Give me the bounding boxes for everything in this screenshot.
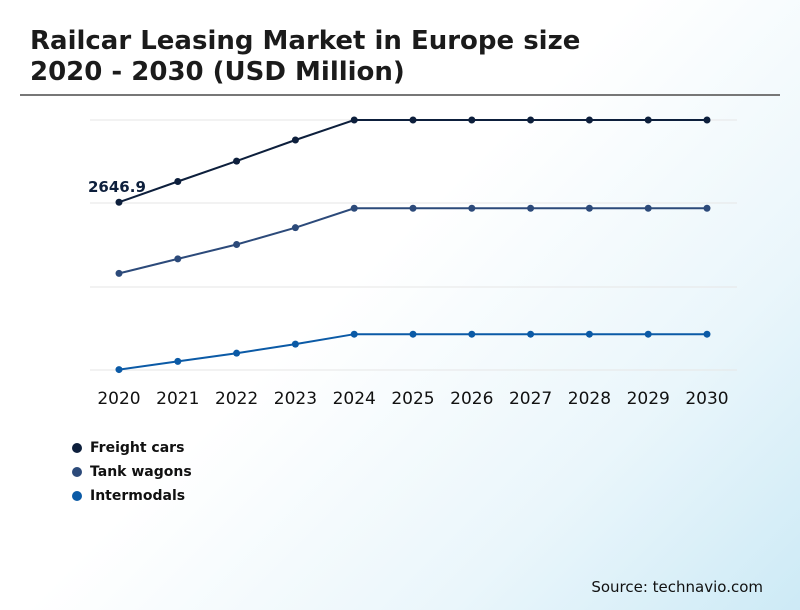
point-intermodals-2024 [350, 330, 358, 338]
point-intermodals-2023 [291, 340, 299, 348]
point-freight-cars-2027 [527, 116, 535, 124]
point-intermodals-2025 [409, 330, 417, 338]
point-tank-wagons-2020 [115, 269, 123, 277]
point-intermodals-2020 [115, 366, 123, 374]
title-line-1: Railcar Leasing Market in Europe size [30, 26, 581, 56]
point-intermodals-2026 [468, 330, 476, 338]
point-tank-wagons-2029 [644, 204, 652, 212]
legend-marker-intermodals [72, 491, 82, 501]
x-tick-label-2028: 2028 [568, 389, 611, 409]
x-tick-label-2021: 2021 [156, 389, 199, 409]
series-line-intermodals [118, 333, 707, 371]
chart-title: Railcar Leasing Market in Europe size 20… [30, 26, 580, 88]
data-label-freight-cars-2020: 2646.9 [88, 178, 146, 196]
point-freight-cars-2028 [585, 116, 593, 124]
line-chart: 2020 2021 2022 2023 2024 2025 2026 2027 2028 2029… [88, 116, 737, 409]
point-intermodals-2030 [703, 330, 711, 338]
x-tick-label-2027: 2027 [509, 389, 552, 409]
legend-item-intermodals: Intermodals [72, 484, 192, 508]
x-tick-label-2020: 2020 [97, 389, 140, 409]
point-intermodals-2028 [585, 330, 593, 338]
point-intermodals-2027 [527, 330, 535, 338]
point-freight-cars-2020 [115, 198, 123, 206]
x-tick-label-2024: 2024 [333, 389, 376, 409]
x-tick-label-2022: 2022 [215, 389, 258, 409]
point-tank-wagons-2026 [468, 204, 476, 212]
title-divider [20, 94, 780, 96]
point-freight-cars-2022 [233, 157, 241, 165]
point-intermodals-2022 [233, 349, 241, 357]
point-tank-wagons-2022 [233, 240, 241, 248]
title-line-2: 2020 - 2030 (USD Million) [30, 57, 405, 87]
series-line-tank-wagons [118, 207, 707, 275]
legend-marker-tank-wagons [72, 467, 82, 477]
legend-label-freight-cars: Freight cars [90, 440, 185, 456]
legend-item-freight-cars: Freight cars [72, 436, 192, 460]
legend-label-tank-wagons: Tank wagons [90, 464, 192, 480]
point-intermodals-2029 [644, 330, 652, 338]
series-line-freight-cars [118, 119, 707, 204]
legend-item-tank-wagons: Tank wagons [72, 460, 192, 484]
source-credit: Source: technavio.com [591, 578, 763, 596]
legend-label-intermodals: Intermodals [90, 488, 186, 504]
legend-marker-freight-cars [72, 443, 82, 453]
x-tick-label-2025: 2025 [391, 389, 434, 409]
x-tick-label-2029: 2029 [627, 389, 670, 409]
point-freight-cars-2026 [468, 116, 476, 124]
x-tick-label-2026: 2026 [450, 389, 493, 409]
point-tank-wagons-2030 [703, 204, 711, 212]
point-freight-cars-2029 [644, 116, 652, 124]
point-tank-wagons-2025 [409, 204, 417, 212]
x-tick-label-2023: 2023 [274, 389, 317, 409]
point-tank-wagons-2024 [350, 204, 358, 212]
point-freight-cars-2030 [703, 116, 711, 124]
point-freight-cars-2021 [174, 178, 182, 186]
legend: Freight cars Tank wagons Intermodals [72, 436, 192, 508]
point-freight-cars-2024 [350, 116, 358, 124]
point-freight-cars-2023 [291, 136, 299, 144]
point-freight-cars-2025 [409, 116, 417, 124]
point-intermodals-2021 [174, 357, 182, 365]
x-tick-label-2030: 2030 [685, 389, 728, 409]
point-tank-wagons-2028 [585, 204, 593, 212]
point-tank-wagons-2023 [291, 224, 299, 232]
point-tank-wagons-2027 [527, 204, 535, 212]
point-tank-wagons-2021 [174, 255, 182, 263]
